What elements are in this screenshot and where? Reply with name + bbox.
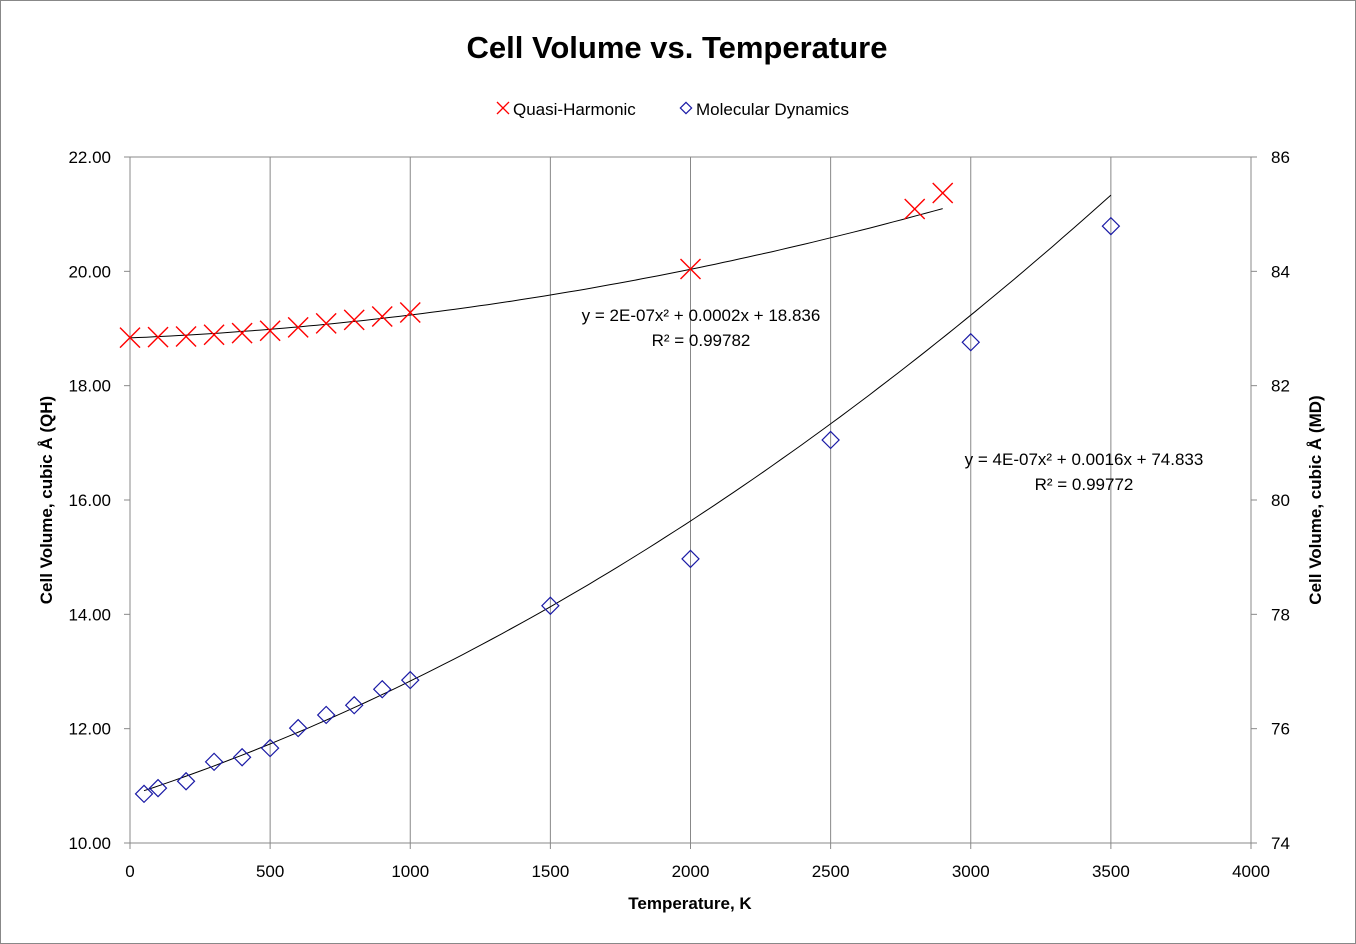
data-markers [119, 182, 1121, 804]
data-point-md [260, 738, 280, 758]
data-point-md [176, 771, 196, 791]
y-right-tick-label: 78 [1271, 605, 1290, 624]
x-marker [399, 301, 421, 323]
trendlines [129, 194, 1112, 792]
x-marker [287, 316, 309, 338]
y-left-tick-label: 18.00 [68, 377, 111, 396]
trendline-md [143, 194, 1112, 792]
trendline-equation-md: y = 4E-07x² + 0.0016x + 74.833 [965, 450, 1204, 469]
y-left-tick-label: 16.00 [68, 491, 111, 510]
data-point-qh [904, 198, 926, 220]
x-marker [147, 326, 169, 348]
y-left-tick-label: 10.00 [68, 834, 111, 853]
data-point-md [681, 549, 700, 569]
x-marker [119, 327, 141, 349]
y-axis-left-title: Cell Volume, cubic Å (QH) [37, 396, 56, 604]
x-marker [680, 258, 701, 280]
x-tick-label: 3000 [952, 862, 990, 881]
y-right-tick-label: 80 [1271, 491, 1290, 510]
data-point-md [134, 784, 154, 804]
legend-label-molecular-dynamics: Molecular Dynamics [696, 100, 849, 119]
data-point-md [288, 718, 308, 738]
legend-label-quasi-harmonic: Quasi-Harmonic [513, 100, 636, 119]
data-point-md [541, 596, 560, 616]
y-right-tick-label: 74 [1271, 834, 1290, 853]
x-marker [203, 324, 225, 346]
x-marker [259, 320, 281, 342]
x-marker [932, 182, 954, 204]
trendline-r2-qh: R² = 0.99782 [652, 331, 751, 350]
trendline-equation-qh: y = 2E-07x² + 0.0002x + 18.836 [582, 306, 821, 325]
y-left-tick-label: 12.00 [68, 720, 111, 739]
x-tick-label: 3500 [1092, 862, 1130, 881]
data-point-qh [680, 258, 701, 280]
y-left-tick-label: 20.00 [68, 262, 111, 281]
x-marker [371, 306, 393, 327]
data-point-qh [203, 324, 225, 346]
legend-marker-molecular-dynamics [679, 101, 693, 115]
y-right-tick-label: 82 [1271, 377, 1290, 396]
data-point-qh [315, 312, 337, 334]
data-point-qh [175, 326, 197, 347]
data-point-md [372, 679, 392, 699]
x-marker [904, 198, 926, 220]
x-tick-label: 500 [256, 862, 284, 881]
data-point-qh [371, 306, 393, 327]
data-point-md [1101, 216, 1121, 236]
y-axis-right-title: Cell Volume, cubic Å (MD) [1306, 395, 1325, 604]
data-point-md [148, 778, 168, 798]
axis-ticks: 0 500 1000 1500 2000 2500 3000 3500 4000 10.00 12.… [68, 148, 1289, 881]
data-point-md [232, 747, 252, 767]
data-point-md [821, 430, 840, 450]
y-right-tick-label: 84 [1271, 262, 1290, 281]
data-point-qh [119, 327, 141, 349]
y-left-tick-label: 14.00 [68, 605, 111, 624]
x-marker [175, 326, 197, 347]
trendline-r2-md: R² = 0.99772 [1035, 475, 1134, 494]
data-point-qh [399, 301, 421, 323]
legend: Quasi-Harmonic Molecular Dynamics [496, 100, 849, 119]
x-tick-label: 1000 [391, 862, 429, 881]
y-right-tick-label: 76 [1271, 720, 1290, 739]
chart-title: Cell Volume vs. Temperature [467, 30, 888, 65]
x-marker [315, 312, 337, 334]
data-point-qh [932, 182, 954, 204]
data-point-qh [231, 322, 253, 344]
data-point-md [344, 695, 364, 715]
data-point-md [400, 670, 420, 690]
x-tick-label: 0 [125, 862, 134, 881]
x-marker [231, 322, 253, 344]
legend-marker-quasi-harmonic [496, 101, 510, 115]
data-point-md [316, 705, 336, 725]
gridlines [129, 157, 1252, 843]
data-point-md [961, 332, 981, 352]
data-point-qh [259, 320, 281, 342]
data-point-qh [287, 316, 309, 338]
y-left-tick-label: 22.00 [68, 148, 111, 167]
x-tick-label: 2000 [672, 862, 710, 881]
x-tick-label: 4000 [1232, 862, 1270, 881]
y-right-tick-label: 86 [1271, 148, 1290, 167]
x-tick-label: 2500 [812, 862, 850, 881]
data-point-qh [147, 326, 169, 348]
data-point-qh [343, 309, 365, 331]
data-point-md [204, 752, 224, 772]
x-axis-title: Temperature, K [628, 894, 752, 913]
x-tick-label: 1500 [531, 862, 569, 881]
trendline-qh [129, 208, 943, 339]
x-marker [343, 309, 365, 331]
